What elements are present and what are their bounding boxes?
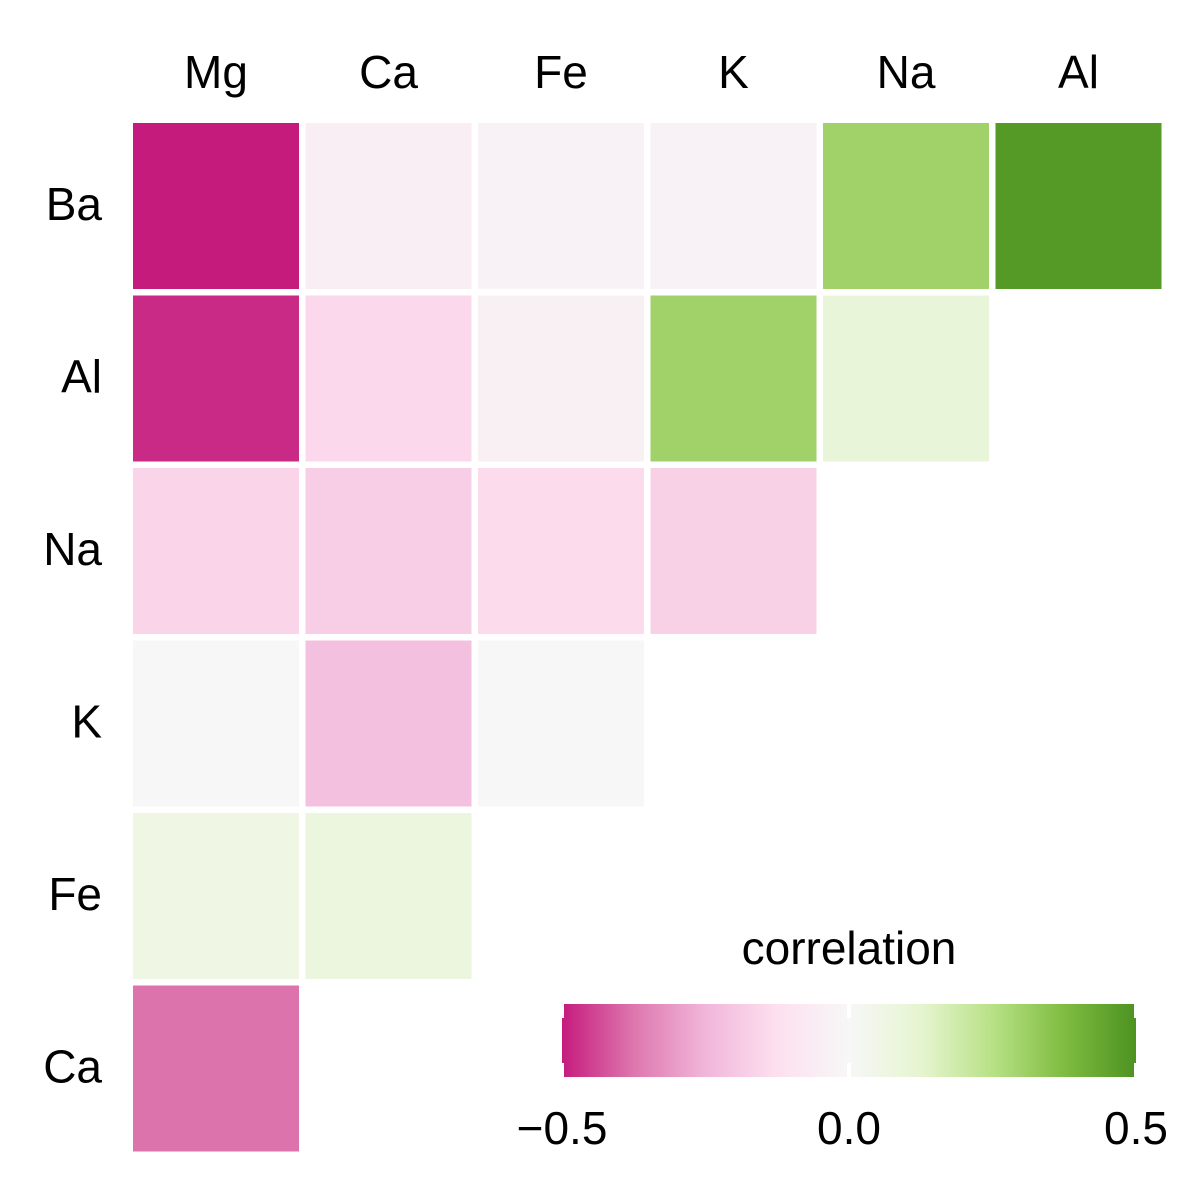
heatmap-cell — [650, 295, 817, 462]
heatmap-cell — [305, 123, 472, 289]
x-tick-label: Mg — [184, 46, 248, 98]
heatmap-cell — [305, 295, 472, 462]
heatmap-cell — [478, 295, 644, 462]
x-tick-label: Ca — [359, 46, 418, 98]
y-tick-label: Ba — [46, 178, 103, 230]
heatmap-cell — [478, 468, 644, 634]
x-tick-label: Na — [877, 46, 936, 98]
y-tick-label: Fe — [48, 868, 102, 920]
colorbar-tick-label: 0.0 — [817, 1102, 881, 1154]
colorbar-tick-label: 0.5 — [1104, 1102, 1168, 1154]
heatmap-cell — [650, 468, 817, 634]
heatmap-cell — [133, 813, 299, 979]
colorbar-tick-label: −0.5 — [517, 1102, 608, 1154]
heatmap-cell — [133, 468, 299, 634]
heatmap-cell — [478, 640, 644, 807]
y-tick-label: Ca — [43, 1041, 102, 1093]
x-tick-label: K — [718, 46, 749, 98]
heatmap-cell — [305, 640, 472, 807]
heatmap-cell — [133, 985, 299, 1152]
heatmap-cell — [650, 123, 817, 289]
y-tick-label: Na — [43, 523, 102, 575]
heatmap-cell — [478, 123, 644, 289]
x-tick-label: Al — [1058, 46, 1099, 98]
y-tick-label: Al — [61, 351, 102, 403]
heatmap-cell — [995, 123, 1162, 289]
colorbar-title: correlation — [742, 922, 957, 974]
x-tick-label: Fe — [534, 46, 588, 98]
y-tick-label: K — [71, 696, 102, 748]
heatmap-cell — [133, 295, 299, 462]
heatmap-cell — [823, 295, 989, 462]
heatmap-cell — [133, 640, 299, 807]
heatmap-cell — [133, 123, 299, 289]
heatmap-cell — [823, 123, 989, 289]
heatmap-cell — [305, 813, 472, 979]
heatmap-cell — [305, 468, 472, 634]
